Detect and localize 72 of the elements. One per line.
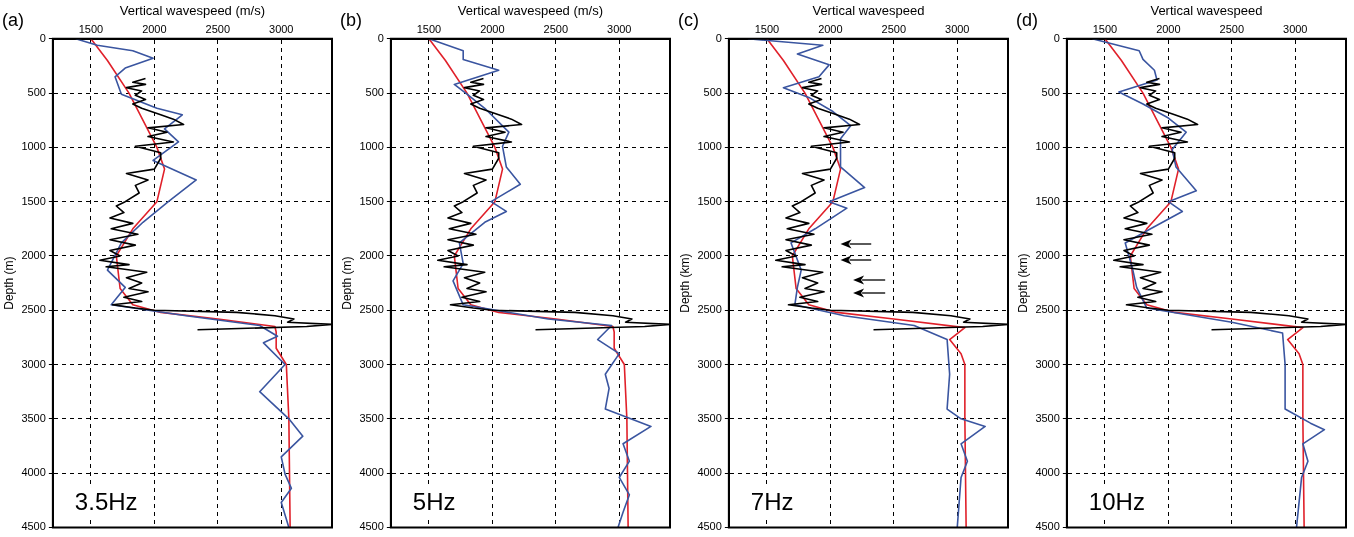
y-tick-label: 0 (39, 31, 46, 44)
x-axis-title: Vertical wavespeed (1150, 3, 1263, 19)
y-tick-label: 3500 (359, 411, 384, 424)
text: (d) (1016, 9, 1038, 30)
y-tick-label: 1500 (697, 194, 722, 207)
x-tick-label: 2500 (1219, 23, 1245, 36)
y-tick-label: 2500 (697, 303, 722, 316)
y-tick-label: 4000 (21, 466, 46, 479)
x-tick-label: 3000 (269, 23, 294, 36)
y-axis-title: Depth (km) (1015, 253, 1030, 313)
x-tick-label: 2000 (1156, 23, 1181, 36)
x-tick-label: 1500 (1092, 23, 1118, 36)
y-tick-label: 4000 (1035, 466, 1060, 479)
annotation: 5Hz (412, 488, 456, 516)
y-tick-label: 3000 (21, 357, 46, 370)
x-tick-label: 2500 (543, 23, 569, 36)
y-tick-label: 500 (1041, 86, 1060, 99)
y-tick-label: 1000 (1035, 140, 1060, 153)
y-tick-label: 3000 (1035, 357, 1060, 370)
x-tick-label: 3000 (607, 23, 632, 36)
x-axis-title: Vertical wavespeed (m/s) (457, 3, 604, 19)
y-axis-title: Depth (m) (1, 256, 16, 310)
y-tick-label: 2000 (359, 248, 384, 261)
x-tick-label: 1500 (78, 23, 104, 36)
x-axis-title: Vertical wavespeed (812, 3, 925, 19)
y-tick-label: 1000 (21, 140, 46, 153)
x-tick-label: 2000 (142, 23, 167, 36)
y-tick-label: 3000 (697, 357, 722, 370)
y-tick-label: 4500 (21, 520, 46, 533)
y-tick-label: 0 (715, 31, 722, 44)
y-tick-label: 2000 (21, 248, 46, 261)
y-tick-label: 2000 (697, 248, 722, 261)
y-tick-label: 2500 (21, 303, 46, 316)
y-axis-title: Depth (m) (339, 256, 354, 310)
x-tick-label: 3000 (1283, 23, 1308, 36)
y-tick-label: 3500 (1035, 411, 1060, 424)
y-tick-label: 1500 (1035, 194, 1060, 207)
x-axis-title: Vertical wavespeed (m/s) (119, 3, 266, 19)
x-tick-label: 3000 (945, 23, 970, 36)
y-tick-label: 4500 (697, 520, 722, 533)
y-tick-label: 500 (365, 86, 384, 99)
x-tick-label: 2500 (881, 23, 907, 36)
y-tick-label: 4500 (1035, 520, 1060, 533)
y-tick-label: 500 (703, 86, 722, 99)
y-tick-label: 2500 (359, 303, 384, 316)
annotation: 7Hz (750, 488, 794, 516)
y-tick-label: 1000 (359, 140, 384, 153)
y-axis-title: Depth (km) (677, 253, 692, 313)
y-tick-label: 4000 (359, 466, 384, 479)
y-tick-label: 0 (377, 31, 384, 44)
y-tick-label: 3500 (697, 411, 722, 424)
y-tick-label: 500 (27, 86, 46, 99)
text: (c) (678, 9, 699, 30)
y-tick-label: 4000 (697, 466, 722, 479)
x-tick-label: 1500 (416, 23, 442, 36)
text: (b) (340, 9, 362, 30)
y-tick-label: 4500 (359, 520, 384, 533)
text: (a) (2, 9, 24, 30)
y-tick-label: 1500 (21, 194, 46, 207)
x-tick-label: 2000 (818, 23, 843, 36)
y-tick-label: 1500 (359, 194, 384, 207)
y-tick-label: 3500 (21, 411, 46, 424)
y-tick-label: 1000 (697, 140, 722, 153)
x-tick-label: 1500 (754, 23, 780, 36)
annotation: 10Hz (1088, 488, 1145, 516)
x-tick-label: 2500 (205, 23, 231, 36)
y-tick-label: 2500 (1035, 303, 1060, 316)
y-tick-label: 0 (1053, 31, 1060, 44)
x-tick-label: 2000 (480, 23, 505, 36)
y-tick-label: 3000 (359, 357, 384, 370)
y-tick-label: 2000 (1035, 248, 1060, 261)
annotation: 3.5Hz (74, 488, 138, 516)
